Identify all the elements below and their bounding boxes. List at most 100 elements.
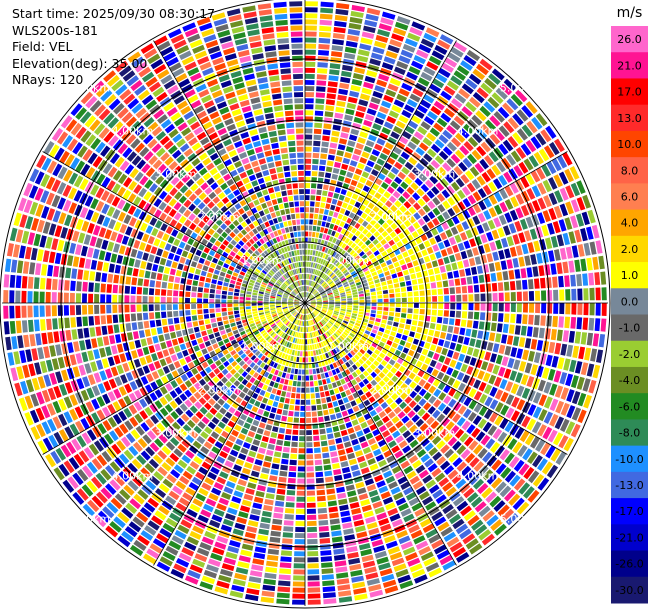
velocity-cell [314,110,324,116]
velocity-cell [316,336,320,343]
velocity-cell [348,22,362,30]
velocity-cell [341,70,352,78]
velocity-cell [449,287,455,294]
velocity-cell [485,438,496,450]
velocity-cell [552,276,558,288]
velocity-cell [430,316,437,323]
velocity-cell [373,392,381,400]
velocity-cell [298,448,305,454]
velocity-cell [484,351,492,361]
velocity-cell [327,255,332,261]
velocity-cell [33,291,39,303]
velocity-cell [497,504,510,517]
velocity-cell [305,292,306,297]
velocity-cell [344,177,352,184]
velocity-cell [580,362,589,376]
velocity-cell [496,323,503,333]
velocity-cell [500,391,509,403]
velocity-cell [209,303,215,308]
velocity-cell [489,412,499,423]
velocity-cell [166,297,172,303]
velocity-cell [148,288,155,296]
velocity-cell [312,152,320,159]
velocity-cell [320,321,325,326]
velocity-cell [493,217,502,228]
velocity-cell [376,314,382,319]
velocity-cell [329,305,334,308]
velocity-cell [88,305,94,315]
velocity-cell [530,170,541,183]
velocity-cell [390,367,398,374]
velocity-cell [322,308,327,311]
velocity-cell [383,94,394,103]
velocity-cell [522,279,528,290]
velocity-cell [558,435,569,449]
velocity-cell [314,291,319,296]
velocity-cell [423,66,436,77]
velocity-cell [370,443,379,451]
velocity-cell [415,464,426,474]
velocity-cell [444,357,451,366]
velocity-cell [423,32,437,43]
velocity-cell [467,153,477,165]
velocity-cell [337,263,343,269]
velocity-cell [82,293,87,303]
velocity-cell [577,288,583,301]
velocity-cell [320,290,325,294]
velocity-cells [3,1,607,605]
velocity-cell [355,481,365,489]
velocity-cell [320,153,328,160]
velocity-cell [592,256,599,270]
velocity-cell [427,406,436,415]
velocity-cell [344,196,351,203]
velocity-cell [306,478,315,484]
velocity-cell [414,394,422,403]
velocity-cell [366,418,375,426]
velocity-cell [523,303,528,313]
velocity-cell [82,281,88,292]
velocity-cell [412,88,424,98]
velocity-cell [479,58,493,71]
velocity-cell [336,271,342,276]
velocity-cell [366,7,381,16]
velocity-cell [366,484,377,492]
velocity-cell [458,161,468,172]
velocity-cell [532,266,539,277]
velocity-cell [333,312,339,316]
velocity-cell [548,177,558,190]
velocity-cell [337,255,342,261]
velocity-cell [455,343,462,352]
velocity-cell [459,128,470,139]
velocity-cell [309,295,314,300]
velocity-cell [339,208,346,215]
velocity-cell [343,283,349,288]
velocity-cell [445,508,458,520]
velocity-cell [455,149,465,160]
velocity-cell [297,472,305,478]
velocity-cell [313,441,321,447]
velocity-cell [377,294,383,299]
velocity-cell [448,318,455,326]
velocity-cell [438,355,446,363]
velocity-cell [318,271,323,277]
velocity-cell [520,325,527,336]
velocity-cell [130,286,137,295]
velocity-cell [479,312,486,321]
velocity-cell [402,43,416,53]
velocity-cell [427,110,438,121]
velocity-cell [491,68,505,81]
velocity-cell [471,266,478,275]
velocity-cell [203,288,210,293]
velocity-cell [378,485,389,494]
velocity-cell [565,289,571,301]
velocity-cell [333,375,339,381]
velocity-cell [413,352,421,360]
velocity-cell [313,134,321,141]
velocity-cell [320,328,325,334]
velocity-cell [385,502,396,511]
velocity-cell [528,279,534,290]
velocity-cell [461,186,471,196]
velocity-cell [438,134,449,144]
velocity-cell [317,495,326,502]
velocity-cell [318,233,323,239]
